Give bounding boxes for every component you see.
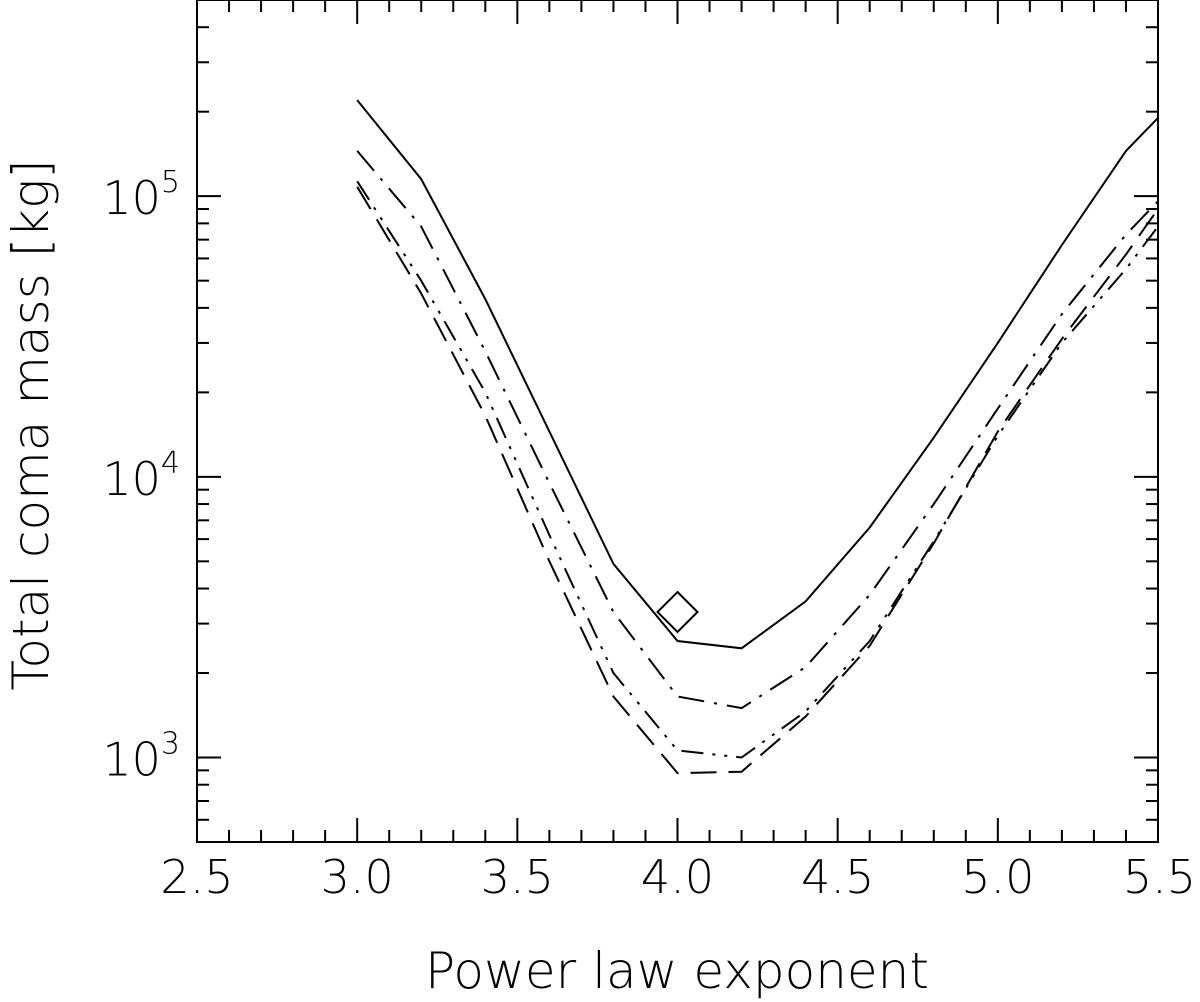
y-tick-label: 104 — [102, 446, 180, 506]
series-layer — [356, 99, 1159, 775]
x-tick-label: 5.0 — [961, 850, 1034, 904]
series-line-dash-dot-dot — [356, 180, 1159, 759]
series-line-solid — [356, 99, 1159, 650]
axis-ticks — [196, 0, 1159, 843]
x-tick-label: 3.0 — [321, 850, 394, 904]
x-tick-label: 4.0 — [641, 850, 714, 904]
marker-layer — [656, 590, 699, 634]
x-axis-label: Power law exponent — [425, 942, 929, 1000]
y-tick-label: 103 — [102, 727, 180, 787]
series-line-long-dash — [356, 186, 1159, 775]
diamond-marker — [656, 590, 699, 634]
y-tick-label: 105 — [102, 165, 180, 225]
x-tick-label: 5.5 — [1123, 850, 1196, 904]
x-tick-labels: 2.5 3.0 3.5 4.0 4.5 5.0 5.5 — [160, 850, 1196, 904]
x-tick-label: 3.5 — [481, 850, 554, 904]
x-tick-label: 4.5 — [801, 850, 874, 904]
plot-frame — [196, 0, 1159, 843]
series-line-dash-dot — [356, 150, 1159, 710]
x-tick-label: 2.5 — [160, 850, 233, 904]
y-tick-labels: 103 104 105 — [102, 165, 180, 786]
y-axis-label: Total coma mass [kg] — [2, 159, 60, 690]
